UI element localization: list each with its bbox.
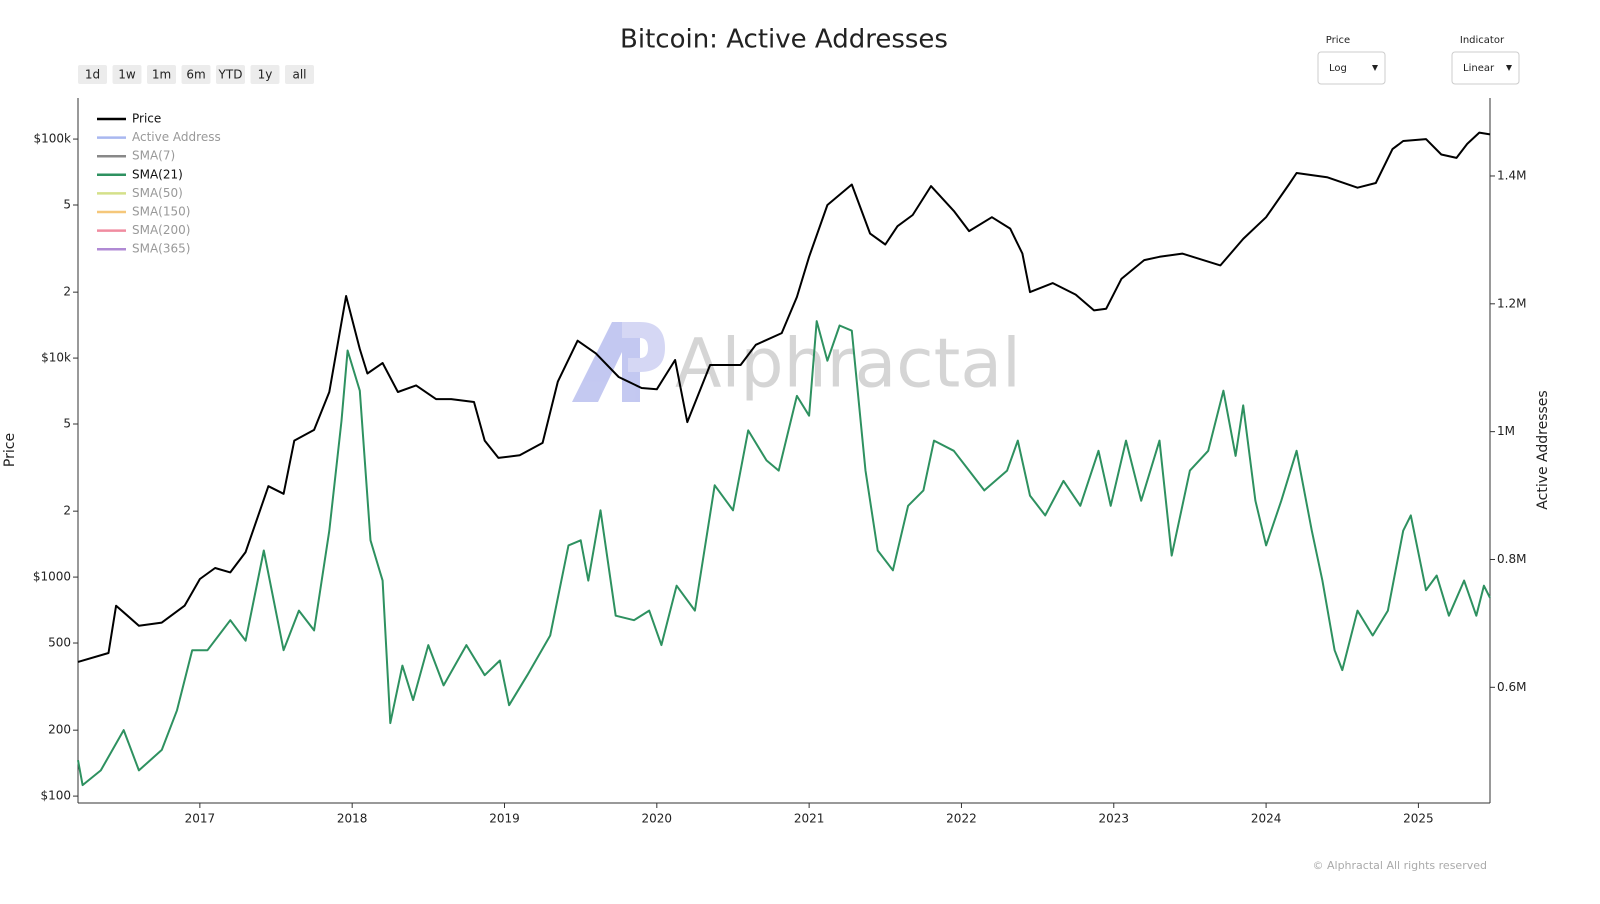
dropdown-box [1317,51,1386,85]
range-button[interactable]: 1m [147,65,176,84]
range-button-label: 6m [186,68,205,82]
range-button-bg [78,65,107,84]
dropdown[interactable]: Log [1317,51,1386,85]
watermark: Alphractal [572,322,1021,404]
y2-tick-label: 0.6M [1497,680,1526,694]
y-tick-label: 500 [48,636,71,650]
x-tick-label: 2018 [337,812,368,826]
y-tick-label: $1000 [33,570,71,584]
y2-tick-label: 1.4M [1497,168,1526,182]
y2-tick-label: 1M [1497,424,1515,438]
x-tick-label: 2021 [794,812,825,826]
range-button-bg [147,65,176,84]
y-tick-label: $100k [34,132,72,146]
series-line [77,131,1491,663]
range-button-bg [216,65,245,84]
y-tick-label: 2 [63,285,71,299]
range-button[interactable]: 1w [112,65,142,84]
chart-title: Bitcoin: Active Addresses [620,25,948,55]
watermark-logo [572,322,640,402]
range-button-label: YTD [218,68,243,82]
legend-item[interactable]: SMA(200) [97,223,190,237]
legend-label: SMA(7) [132,149,175,163]
range-button[interactable]: YTD [216,65,245,84]
range-button-label: 1y [258,68,273,82]
dropdown-value: Linear [1463,63,1495,74]
y2-tick-label: 1.2M [1497,296,1526,310]
y-tick-label: 200 [48,723,71,737]
control-label: Price [1326,35,1350,46]
legend-item[interactable]: SMA(7) [97,149,175,163]
legend-label: Active Address [132,130,221,144]
range-button[interactable]: 6m [181,65,211,84]
y2-tick-label: 0.8M [1497,552,1526,566]
range-button-bg [181,65,211,84]
legend-item[interactable]: Active Address [97,130,221,144]
legend-label: Price [132,112,161,126]
range-button-bg [285,65,314,84]
legend-label: SMA(200) [132,223,190,237]
footer: © Alphractal All rights reserved [1313,859,1488,872]
legend-item[interactable]: SMA(50) [97,186,183,200]
legend-item[interactable]: Price [97,112,161,126]
y-tick-label: $100 [40,789,71,803]
x-tick-label: 2019 [489,812,520,826]
range-button-label: 1m [152,68,171,82]
x-tick-label: 2025 [1403,812,1434,826]
x-tick-label: 2020 [642,812,673,826]
control-label: Indicator [1460,35,1505,46]
y-tick-label: 2 [63,504,71,518]
x-tick-label: 2022 [946,812,977,826]
y-tick-label: $10k [41,351,71,365]
y-axis-title: Price [2,433,18,467]
legend-label: SMA(21) [132,167,183,181]
dropdown-box [1451,51,1520,85]
range-button-label: 1w [118,68,136,82]
watermark-logo-curve [622,322,665,372]
x-tick-label: 2017 [185,812,216,826]
legend-item[interactable]: SMA(150) [97,205,190,219]
y-tick-label: 5 [63,417,71,431]
y2-axis-title: Active Addresses [1535,390,1551,509]
range-button-label: all [292,68,306,82]
dropdown-value: Log [1329,63,1347,74]
dropdown[interactable]: Linear [1451,51,1520,85]
range-button-label: 1d [85,68,100,82]
legend-label: SMA(150) [132,205,190,219]
legend-label: SMA(50) [132,186,183,200]
range-button[interactable]: 1y [250,65,280,84]
range-button[interactable]: 1d [78,65,107,84]
x-tick-label: 2024 [1251,812,1282,826]
y-tick-label: 5 [63,197,71,211]
legend-item[interactable]: SMA(365) [97,242,190,256]
legend-label: SMA(365) [132,242,190,256]
range-button[interactable]: all [285,65,314,84]
x-tick-label: 2023 [1098,812,1129,826]
series-line [77,320,1491,787]
legend-item[interactable]: SMA(21) [97,167,183,181]
range-button-bg [250,65,280,84]
dropdown-arrow [1506,65,1512,71]
range-button-bg [112,65,142,84]
dropdown-arrow [1372,65,1378,71]
